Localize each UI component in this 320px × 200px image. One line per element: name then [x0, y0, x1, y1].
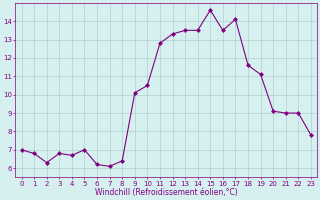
X-axis label: Windchill (Refroidissement éolien,°C): Windchill (Refroidissement éolien,°C) — [95, 188, 238, 197]
